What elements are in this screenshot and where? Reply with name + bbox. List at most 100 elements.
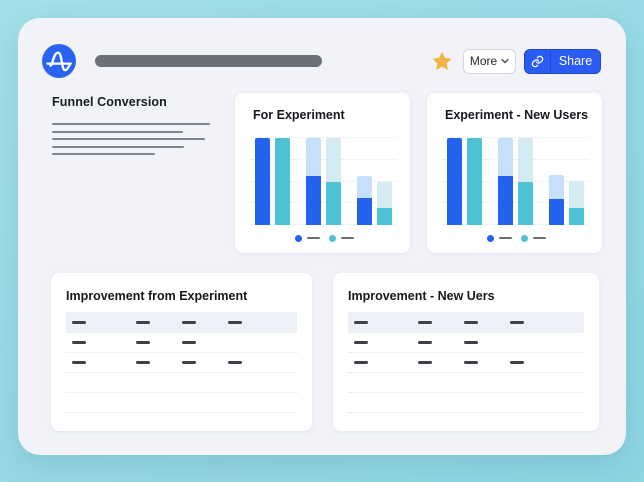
table-title: Improvement - New Uers — [348, 289, 495, 303]
funnel-bar — [357, 176, 372, 225]
blue-legend-dot — [294, 234, 302, 242]
gridline — [250, 180, 396, 182]
table-cell — [464, 361, 510, 364]
bar-plot — [250, 137, 396, 225]
funnel-bar-converted — [549, 198, 564, 225]
funnel-bar-converted — [467, 138, 482, 225]
table-header-row — [66, 312, 297, 333]
table-row — [348, 333, 584, 353]
cell-value-placeholder — [182, 341, 196, 344]
funnel-bar-converted — [255, 138, 270, 225]
table-card-improvement-new-uers[interactable]: Improvement - New Uers — [333, 273, 599, 431]
more-button[interactable]: More — [463, 48, 516, 74]
chart-card-experiment-new-users[interactable]: Experiment - New Users — [427, 93, 602, 253]
placeholder-text-line — [52, 145, 184, 148]
funnel-bar-converted — [377, 207, 392, 225]
cell-value-placeholder — [464, 341, 478, 344]
cell-value-placeholder — [228, 321, 242, 324]
amplitude-logo-icon — [42, 44, 76, 78]
cell-value-placeholder — [418, 341, 432, 344]
table-row — [348, 353, 584, 373]
bar-group-step-2 — [498, 138, 533, 225]
table-cell — [354, 361, 418, 364]
table-cell — [136, 341, 182, 344]
funnel-bar — [306, 138, 321, 225]
funnel-bar — [377, 181, 392, 225]
placeholder-text-line — [52, 153, 155, 155]
teal-legend-dot — [520, 234, 528, 242]
table-cell — [354, 341, 418, 344]
cell-value-placeholder — [136, 361, 150, 364]
funnel-bar-converted — [326, 181, 341, 225]
cell-value-placeholder — [464, 361, 478, 364]
bar-plot — [442, 137, 588, 225]
legend-item — [486, 234, 512, 242]
placeholder-text-line — [52, 130, 183, 133]
funnel-bar — [498, 138, 513, 225]
bar-group-step-3 — [549, 138, 584, 225]
cell-value-placeholder — [136, 341, 150, 344]
funnel-bar-converted — [357, 198, 372, 225]
cell-value-placeholder — [510, 361, 524, 364]
chart-title: Experiment - New Users — [445, 108, 589, 122]
funnel-bar — [467, 138, 482, 225]
table-cell — [418, 361, 464, 364]
gridline — [250, 202, 396, 204]
table-cell — [182, 341, 228, 344]
cell-value-placeholder — [354, 341, 368, 344]
funnel-description-skeleton — [52, 123, 232, 155]
chart-card-for-experiment[interactable]: For Experiment — [235, 93, 410, 253]
funnel-bar — [326, 138, 341, 225]
legend-item — [294, 234, 320, 242]
table-cell — [182, 361, 228, 364]
chevron-down-icon — [501, 58, 509, 64]
funnel-bar-converted — [275, 138, 290, 225]
cell-value-placeholder — [136, 321, 150, 324]
funnel-conversion-section: Funnel Conversion — [52, 95, 232, 161]
blue-legend-dot — [486, 234, 494, 242]
favorite-star-icon[interactable] — [430, 49, 454, 73]
placeholder-table — [348, 312, 584, 413]
cell-value-placeholder — [510, 321, 524, 324]
legend-item — [520, 234, 546, 242]
funnel-bar — [255, 138, 270, 225]
gridline — [442, 224, 588, 225]
table-card-improvement-from-experiment[interactable]: Improvement from Experiment — [51, 273, 312, 431]
bar-group-step-2 — [306, 138, 341, 225]
link-icon — [531, 55, 544, 67]
funnel-bar-converted — [447, 138, 462, 225]
gridline — [442, 202, 588, 204]
bar-group-step-1 — [447, 138, 482, 225]
table-cell — [510, 361, 584, 364]
gridline — [442, 158, 588, 160]
share-button[interactable]: Share — [524, 48, 601, 74]
table-header-row — [348, 312, 584, 333]
table-row — [66, 353, 297, 373]
legend-item — [328, 234, 354, 242]
table-cell — [72, 361, 136, 364]
cell-value-placeholder — [182, 321, 196, 324]
cell-value-placeholder — [228, 361, 242, 364]
gridline — [250, 137, 396, 138]
funnel-bar — [275, 138, 290, 225]
cell-value-placeholder — [418, 321, 432, 324]
funnel-bar — [549, 175, 564, 225]
table-row — [66, 333, 297, 353]
share-button-label: Share — [558, 54, 593, 68]
table-cell — [228, 321, 297, 324]
table-row — [348, 393, 584, 413]
legend-label-placeholder — [340, 236, 354, 240]
placeholder-table — [66, 312, 297, 413]
funnel-bar-converted — [518, 181, 533, 225]
cell-value-placeholder — [418, 361, 432, 364]
table-title: Improvement from Experiment — [66, 289, 248, 303]
table-row — [348, 373, 584, 393]
table-cell — [72, 341, 136, 344]
table-cell — [418, 321, 464, 324]
cell-value-placeholder — [72, 361, 86, 364]
more-button-label: More — [469, 54, 498, 68]
funnel-bar-converted — [498, 176, 513, 225]
cell-value-placeholder — [72, 341, 86, 344]
legend-label-placeholder — [532, 236, 546, 240]
copy-link-segment[interactable] — [525, 49, 551, 73]
